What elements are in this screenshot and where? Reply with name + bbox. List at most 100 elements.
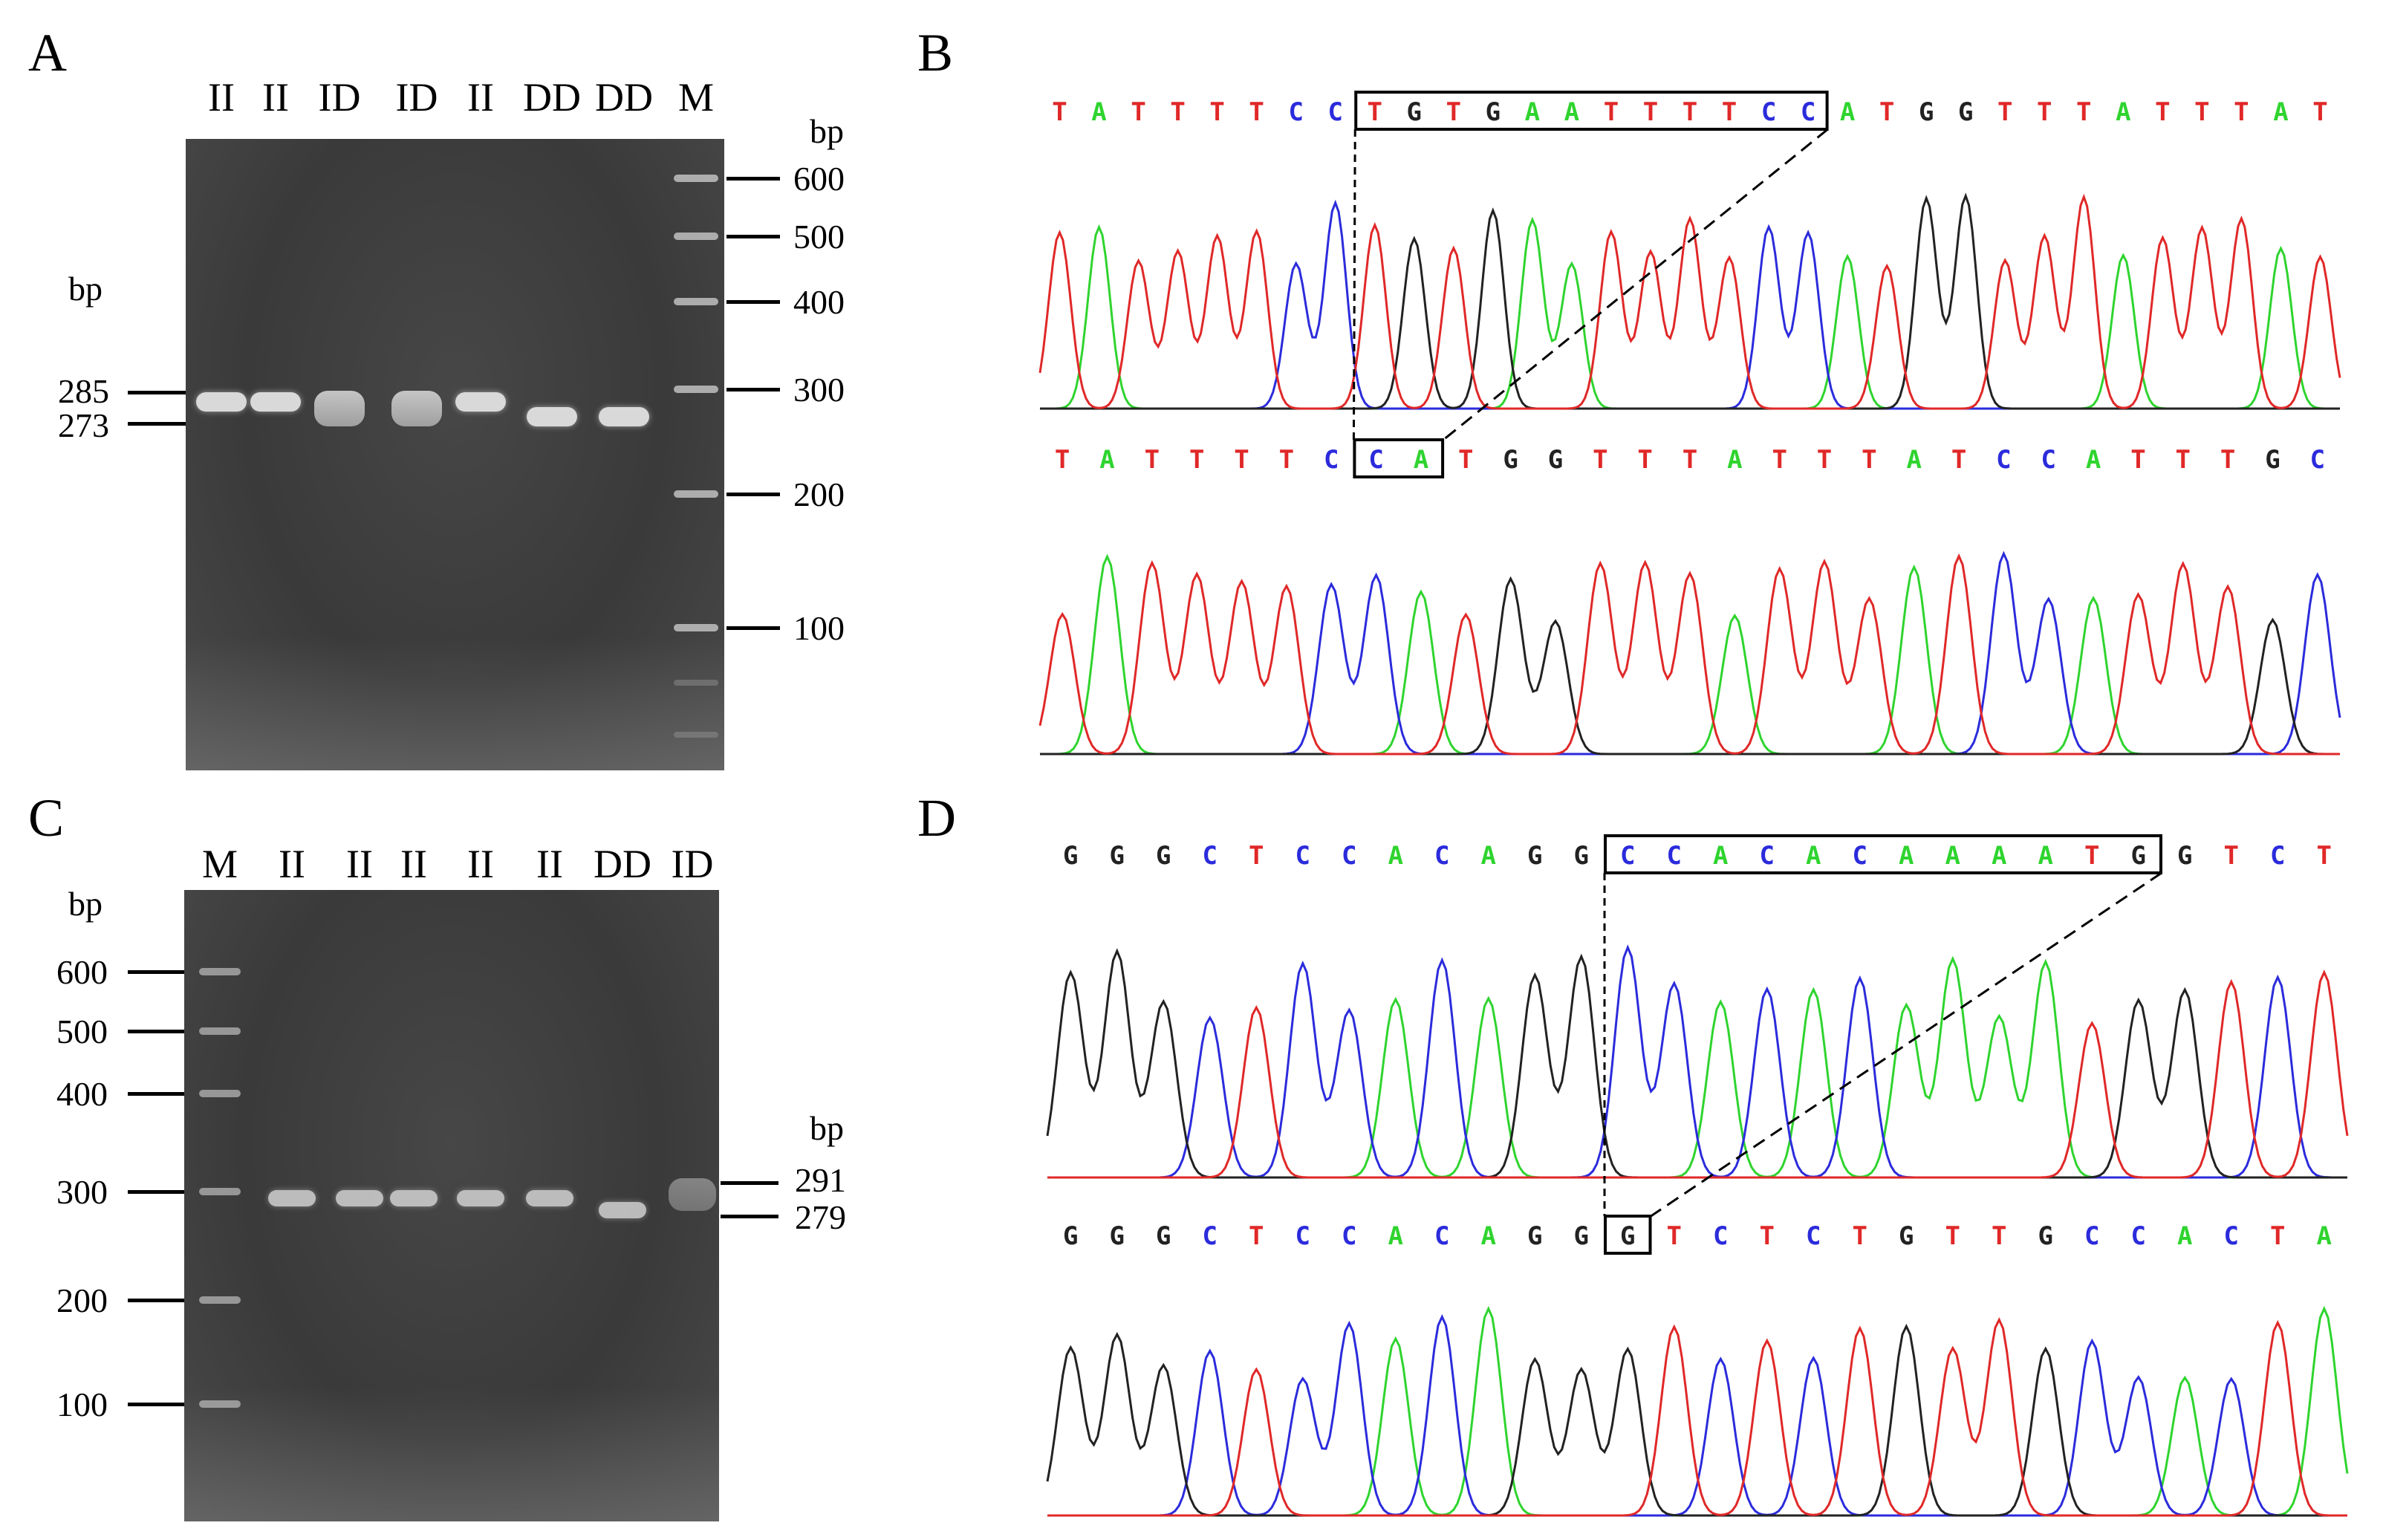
base-call-letter: C (1203, 1221, 1217, 1251)
deletion-box-bottom (1353, 438, 1445, 478)
base-call-letter: A (2317, 1221, 2332, 1251)
base-call-letter: A (1481, 1221, 1496, 1251)
base-call-letter: G (1620, 1221, 1635, 1251)
panel-c-lane-label: M (201, 842, 238, 886)
base-call-letter: T (2220, 445, 2235, 475)
panel-a-lane-label: II (467, 75, 494, 120)
base-call-letter: C (2224, 1221, 2239, 1251)
gel-band (390, 1190, 438, 1206)
trace-c-signal (1040, 550, 2341, 756)
panel-a-letter: A (28, 23, 67, 82)
ladder-band (674, 680, 718, 686)
trace-t-signal (1038, 553, 2340, 756)
panel-c-ladder-tick (128, 1299, 184, 1302)
ladder-band (199, 1296, 241, 1304)
deletion-guide-line-right (1443, 128, 1829, 441)
base-call-letter: G (1574, 1221, 1589, 1251)
gel-band (527, 407, 577, 426)
panel-c-ladder-tick (128, 1190, 184, 1194)
ladder-band (674, 624, 718, 631)
base-call-letter: C (1342, 841, 1356, 871)
base-call-letter: T (1667, 1221, 1682, 1251)
base-call-letter: C (1203, 841, 1217, 871)
gel-band (599, 1202, 646, 1218)
base-call-letter: T (2037, 97, 2052, 127)
base-call-letter: T (1772, 445, 1787, 475)
base-call-letter: C (1434, 841, 1449, 871)
trace-t-signal (1047, 1316, 2347, 1517)
base-call-letter: C (2310, 445, 2325, 475)
base-call-letter: G (1548, 445, 1563, 475)
base-call-letter: A (1481, 841, 1496, 871)
panel-a-lane-label: ID (395, 75, 438, 120)
trace-c-signal (1040, 199, 2340, 410)
panel-c-lane-label: ID (671, 842, 714, 886)
panel-a-tick-273 (128, 422, 187, 426)
panel-c-ladder-label: 400 (56, 1075, 108, 1113)
panel-c-letter: C (28, 788, 65, 848)
panel-a-right-bp-header: bp (810, 112, 844, 150)
base-call-letter: G (1407, 97, 1422, 127)
panel-c-lane-label: II (279, 842, 305, 886)
panel-b-letter: B (917, 23, 954, 82)
panel-a-ladder-label: 600 (793, 160, 845, 198)
base-call-letter: T (1234, 445, 1249, 475)
panel-a-ladder-label: 100 (793, 609, 845, 647)
gel-band (391, 391, 442, 426)
trace-t-signal (1038, 193, 2341, 410)
base-call-letter: C (1713, 1221, 1728, 1251)
base-call-letter: G (1958, 97, 1973, 127)
panel-a-ladder-tick (726, 626, 780, 630)
base-call-letter: T (1249, 1221, 1264, 1251)
panel-a-ladder-label: 500 (793, 218, 845, 256)
base-call-letter: C (1806, 1221, 1821, 1251)
panel-c-tick-279 (721, 1215, 778, 1218)
panel-c-ladder-label: 200 (56, 1281, 108, 1319)
panel-a-ladder-tick (726, 300, 780, 304)
base-call-letter: G (1503, 445, 1518, 475)
panel-c-lane-label: II (346, 842, 373, 886)
base-call-letter: A (1992, 841, 2006, 871)
base-call-letter: C (1667, 841, 1682, 871)
panel-c-marker-291: 291 (795, 1161, 846, 1199)
base-call-letter: A (1727, 445, 1742, 475)
panel-a-ladder-tick (726, 388, 780, 392)
base-call-letter: A (2177, 1221, 2192, 1251)
trace-g-signal (1040, 192, 2340, 410)
base-call-letter: G (1156, 1221, 1171, 1251)
panel-a-lane-label: ID (318, 75, 361, 120)
base-call-letter: T (2084, 841, 2099, 871)
base-call-letter: G (1919, 97, 1934, 127)
base-call-letter: C (1434, 1221, 1449, 1251)
base-call-letter: A (1945, 841, 1960, 871)
base-call-letter: G (1527, 1221, 1542, 1251)
panel-c-marker-279: 279 (795, 1198, 846, 1236)
base-call-letter: T (1604, 97, 1619, 127)
deletion-box-top (1604, 834, 2162, 874)
base-call-letter: T (1853, 1221, 1867, 1251)
base-call-letter: A (1099, 445, 1114, 475)
panel-a-tick-285 (128, 391, 187, 394)
panel-a-ladder-tick (726, 493, 780, 496)
panel-b-chromatogram: T A T T T T C C T G T G A A T T T T C C A T G G T T T A T T T A TT A T T T T C… (1038, 91, 2341, 756)
ladder-band (199, 1400, 241, 1408)
base-call-letter: C (1761, 97, 1776, 127)
panel-a-lane-label: II (262, 75, 289, 120)
base-call-letter: T (1722, 97, 1737, 127)
trace-a-signal (1040, 216, 2340, 410)
base-call-letter: A (1899, 841, 1914, 871)
base-call-letter: C (2270, 841, 2285, 871)
base-call-letter: G (2265, 445, 2280, 475)
base-call-letter: T (1879, 97, 1894, 127)
ladder-band (674, 732, 718, 738)
base-call-letter: T (1446, 97, 1461, 127)
base-call-letter: G (1110, 841, 1125, 871)
base-call-letter: C (1853, 841, 1867, 871)
panel-c-ladder-label: 600 (56, 953, 108, 991)
panel-c-ladder-label: 100 (56, 1385, 108, 1423)
base-call-letter: C (1760, 841, 1775, 871)
panel-c-lane-label: DD (594, 842, 651, 886)
ladder-band (674, 175, 718, 182)
base-call-letter: A (1414, 445, 1428, 475)
base-call-letter: T (2312, 97, 2327, 127)
